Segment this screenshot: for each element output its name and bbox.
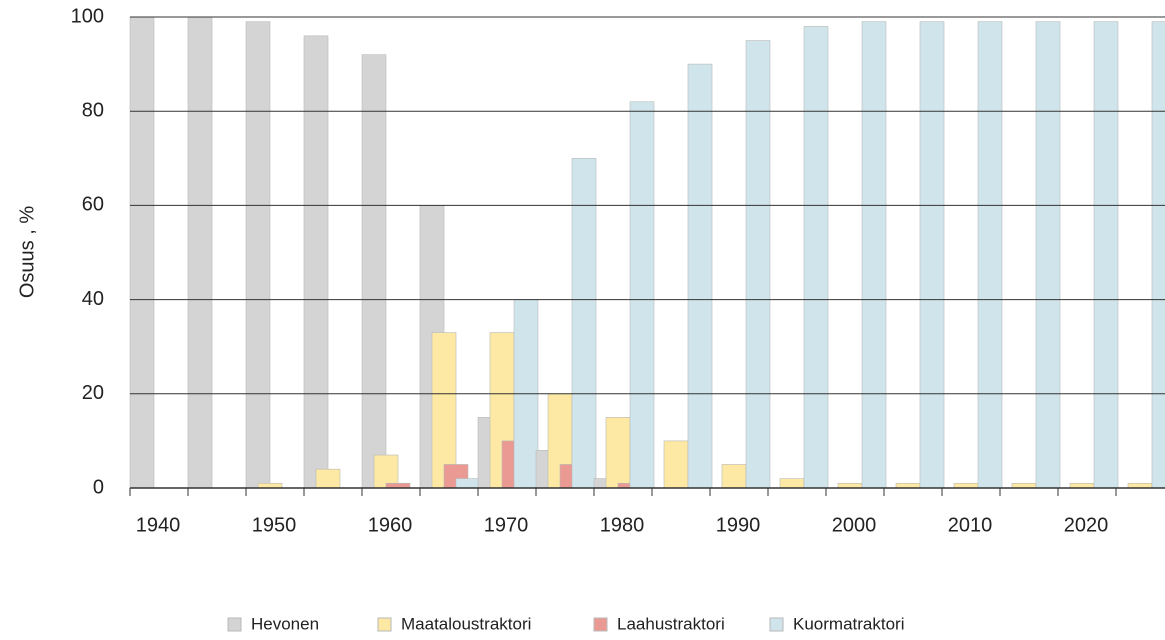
x-tick-label: 1960: [368, 514, 413, 536]
x-tick-label: 1940: [136, 514, 181, 536]
bar: [361, 54, 387, 489]
x-tick-label: 1990: [716, 514, 761, 536]
bar: [861, 21, 887, 489]
bar: [315, 468, 341, 489]
bar: [629, 101, 655, 489]
bar: [455, 478, 481, 489]
y-tick-label: 60: [82, 194, 104, 216]
y-tick-label: 40: [82, 288, 104, 310]
bar: [373, 454, 399, 489]
bar: [431, 332, 457, 489]
legend-label: Hevonen: [251, 614, 319, 633]
bar: [977, 21, 1003, 489]
y-axis-label: Osuus , %: [16, 206, 38, 298]
y-tick-label: 80: [82, 99, 104, 121]
bar: [303, 35, 329, 489]
bar: [745, 40, 771, 489]
bar: [779, 478, 805, 489]
y-tick-label: 100: [71, 5, 104, 27]
x-tick-label: 1970: [484, 514, 529, 536]
x-tick-label: 2010: [948, 514, 993, 536]
legend-swatch: [377, 617, 392, 632]
bar: [721, 464, 747, 489]
legend-swatch: [769, 617, 784, 632]
bar: [1093, 21, 1119, 489]
y-tick-label: 20: [82, 382, 104, 404]
bar: [245, 21, 271, 489]
x-tick-label: 2020: [1064, 514, 1109, 536]
bar: [919, 21, 945, 489]
bar: [571, 158, 597, 489]
y-tick-label: 0: [93, 476, 104, 498]
legend-label: Laahustraktori: [617, 614, 725, 633]
x-tick-label: 1950: [252, 514, 297, 536]
legend-label: Maataloustraktori: [401, 614, 531, 633]
bar: [803, 26, 829, 489]
legend-swatch: [593, 617, 608, 632]
bar: [187, 16, 213, 489]
plot-area: [129, 16, 1165, 489]
x-tick-label: 2000: [832, 514, 877, 536]
legend-label: Kuormatraktori: [793, 614, 904, 633]
bar: [129, 16, 155, 489]
bar: [1151, 21, 1165, 489]
x-tick-label: 1980: [600, 514, 645, 536]
legend-swatch: [227, 617, 242, 632]
bar: [687, 63, 713, 489]
bar: [605, 417, 631, 489]
bar: [1035, 21, 1061, 489]
bar: [663, 440, 689, 489]
